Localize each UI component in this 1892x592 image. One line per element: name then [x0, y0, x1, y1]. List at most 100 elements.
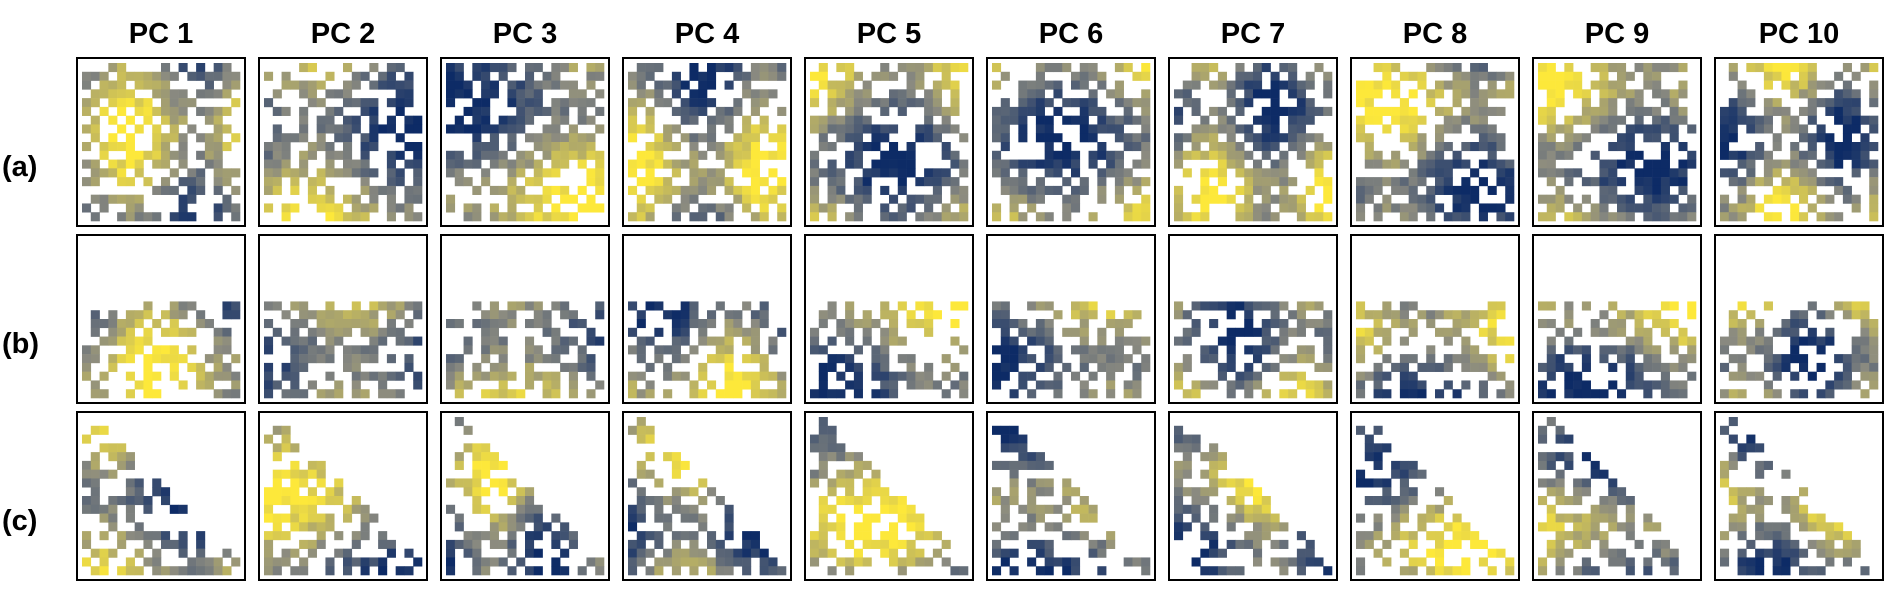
heatmap-cell — [1235, 142, 1245, 152]
heatmap-cell — [117, 159, 127, 169]
heatmap-cell — [1599, 124, 1609, 134]
heatmap-cell — [1435, 177, 1445, 187]
heatmap-cell — [827, 425, 837, 435]
heatmap-cell — [1590, 124, 1600, 134]
heatmap-cell — [161, 80, 171, 90]
heatmap-cell — [343, 168, 353, 178]
heatmap-cell — [810, 203, 820, 213]
heatmap-cell — [1590, 504, 1600, 514]
heatmap-cell — [360, 71, 370, 81]
heatmap-cell — [196, 150, 206, 160]
heatmap-cell — [689, 89, 699, 99]
heatmap-cell — [378, 566, 388, 576]
heatmap-cell — [99, 336, 109, 346]
heatmap-cell — [897, 106, 907, 116]
heatmap-cell — [1799, 362, 1809, 372]
heatmap-cell — [1382, 301, 1392, 311]
heatmap-cell — [1035, 362, 1045, 372]
heatmap-cell — [169, 150, 179, 160]
heatmap-cell — [1669, 89, 1679, 99]
heatmap-cell — [1373, 89, 1383, 99]
heatmap-cell — [1408, 327, 1418, 337]
heatmap-cell — [1799, 177, 1809, 187]
heatmap-cell — [1106, 310, 1116, 320]
heatmap-cell — [897, 504, 907, 514]
heatmap-cell — [1296, 327, 1306, 337]
heatmap-cell — [213, 185, 223, 195]
heatmap-cell — [880, 531, 890, 541]
heatmap-cell — [117, 98, 127, 108]
heatmap-cell — [1244, 301, 1254, 311]
heatmap-cell — [836, 496, 846, 506]
heatmap-cell — [1737, 443, 1747, 453]
heatmap-cell — [1538, 522, 1548, 532]
heatmap-cell — [281, 106, 291, 116]
heatmap-cell — [489, 327, 499, 337]
heatmap-cell — [1314, 150, 1324, 160]
heatmap-cell — [1097, 124, 1107, 134]
heatmap-cell — [810, 469, 820, 479]
heatmap-cell — [818, 71, 828, 81]
heatmap-cell — [1182, 452, 1192, 462]
heatmap-cell — [343, 194, 353, 204]
heatmap-cell — [525, 63, 535, 73]
heatmap-cell — [1546, 354, 1556, 364]
heatmap-cell — [1141, 212, 1151, 222]
heatmap-cell — [1546, 115, 1556, 125]
heatmap-cell — [880, 496, 890, 506]
heatmap-cell — [818, 133, 828, 143]
heatmap-cell — [1053, 168, 1063, 178]
heatmap-cell — [1382, 194, 1392, 204]
heatmap-cell — [586, 362, 596, 372]
heatmap-cell — [941, 177, 951, 187]
heatmap-cell — [1461, 566, 1471, 576]
heatmap-cell — [1035, 452, 1045, 462]
heatmap-cell — [533, 159, 543, 169]
heatmap-cell — [560, 301, 570, 311]
heatmap-cell — [369, 80, 379, 90]
heatmap-cell — [161, 71, 171, 81]
heatmap-cell — [1141, 557, 1151, 567]
heatmap-cell — [715, 115, 725, 125]
heatmap-cell — [1720, 362, 1730, 372]
heatmap-cell — [897, 98, 907, 108]
heatmap-cell — [481, 504, 491, 514]
heatmap-cell — [742, 531, 752, 541]
heatmap-cell — [1288, 106, 1298, 116]
heatmap-cell — [1538, 63, 1548, 73]
heatmap-cell — [472, 185, 482, 195]
heatmap-cell — [542, 168, 552, 178]
heatmap-cell — [1581, 115, 1591, 125]
heatmap-cell — [489, 212, 499, 222]
heatmap-cell — [1599, 168, 1609, 178]
heatmap-grid — [628, 417, 787, 576]
heatmap-panel — [1168, 234, 1338, 404]
heatmap-cell — [715, 548, 725, 558]
heatmap-cell — [586, 63, 596, 73]
heatmap-cell — [836, 80, 846, 90]
heatmap-cell — [369, 354, 379, 364]
heatmap-cell — [1720, 531, 1730, 541]
heatmap-cell — [1581, 566, 1591, 576]
heatmap-cell — [1834, 531, 1844, 541]
heatmap-cell — [1581, 522, 1591, 532]
heatmap-cell — [1834, 185, 1844, 195]
heatmap-cell — [1000, 362, 1010, 372]
heatmap-cell — [1860, 150, 1870, 160]
heatmap-cell — [498, 71, 508, 81]
heatmap-cell — [1417, 513, 1427, 523]
heatmap-cell — [90, 354, 100, 364]
heatmap-cell — [1009, 460, 1019, 470]
heatmap-cell — [1781, 504, 1791, 514]
heatmap-cell — [1200, 177, 1210, 187]
heatmap-cell — [551, 557, 561, 567]
heatmap-cell — [707, 380, 717, 390]
heatmap-cell — [560, 115, 570, 125]
heatmap-cell — [1470, 115, 1480, 125]
heatmap-cell — [204, 566, 214, 576]
heatmap-cell — [1564, 150, 1574, 160]
heatmap-cell — [516, 89, 526, 99]
heatmap-cell — [1270, 106, 1280, 116]
heatmap-cell — [1364, 133, 1374, 143]
heatmap-cell — [117, 354, 127, 364]
